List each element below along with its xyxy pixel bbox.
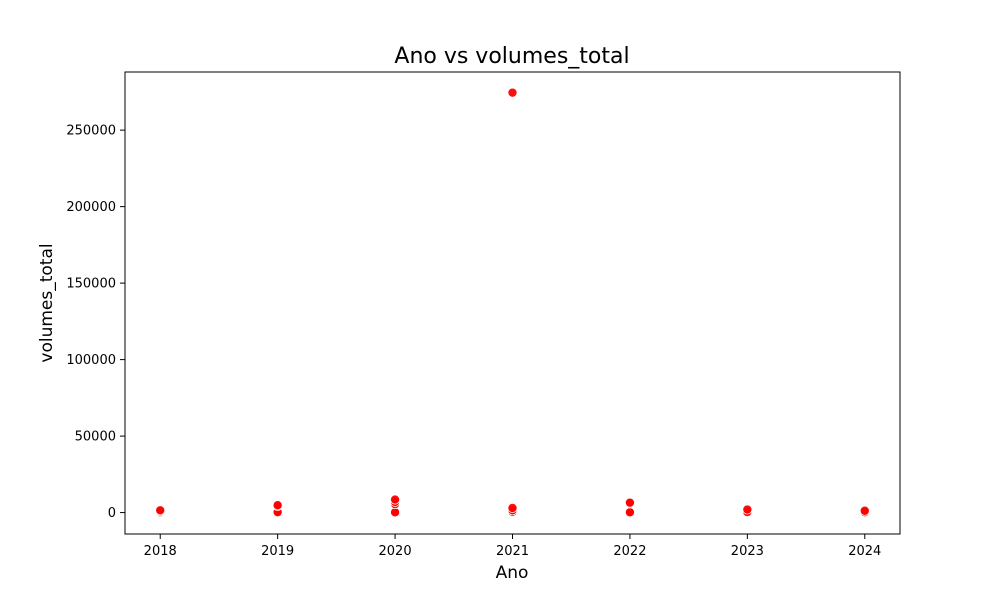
x-tick-label: 2021 — [496, 544, 529, 559]
y-tick-label: 200000 — [66, 200, 116, 215]
x-tick-label: 2019 — [261, 544, 294, 559]
data-point — [742, 504, 753, 515]
data-point — [507, 502, 518, 513]
x-tick-label: 2024 — [848, 544, 881, 559]
y-axis-label: volumes_total — [37, 243, 57, 362]
data-point — [624, 507, 635, 518]
data-point — [507, 87, 518, 98]
y-tick-label: 0 — [108, 506, 116, 521]
x-tick-label: 2018 — [144, 544, 177, 559]
y-tick-label: 50000 — [75, 430, 116, 445]
data-point — [624, 497, 635, 508]
y-tick-label: 100000 — [66, 353, 116, 368]
chart-title: Ano vs volumes_total — [394, 44, 629, 69]
data-point — [272, 500, 283, 511]
x-tick-label: 2023 — [731, 544, 764, 559]
y-tick-label: 250000 — [66, 124, 116, 139]
plot-area-frame — [124, 71, 901, 535]
x-tick-label: 2022 — [613, 544, 646, 559]
y-axis: 0 50000 100000 150000 200000 250000 — [66, 124, 125, 521]
data-point — [859, 505, 870, 516]
x-axis: 2018 2019 2020 2021 2022 2023 2024 — [144, 534, 881, 559]
x-tick-label: 2020 — [379, 544, 412, 559]
data-point — [155, 505, 166, 516]
data-point — [390, 494, 401, 505]
y-tick-label: 150000 — [66, 277, 116, 292]
data-points — [155, 87, 870, 518]
x-axis-label: Ano — [496, 563, 529, 583]
